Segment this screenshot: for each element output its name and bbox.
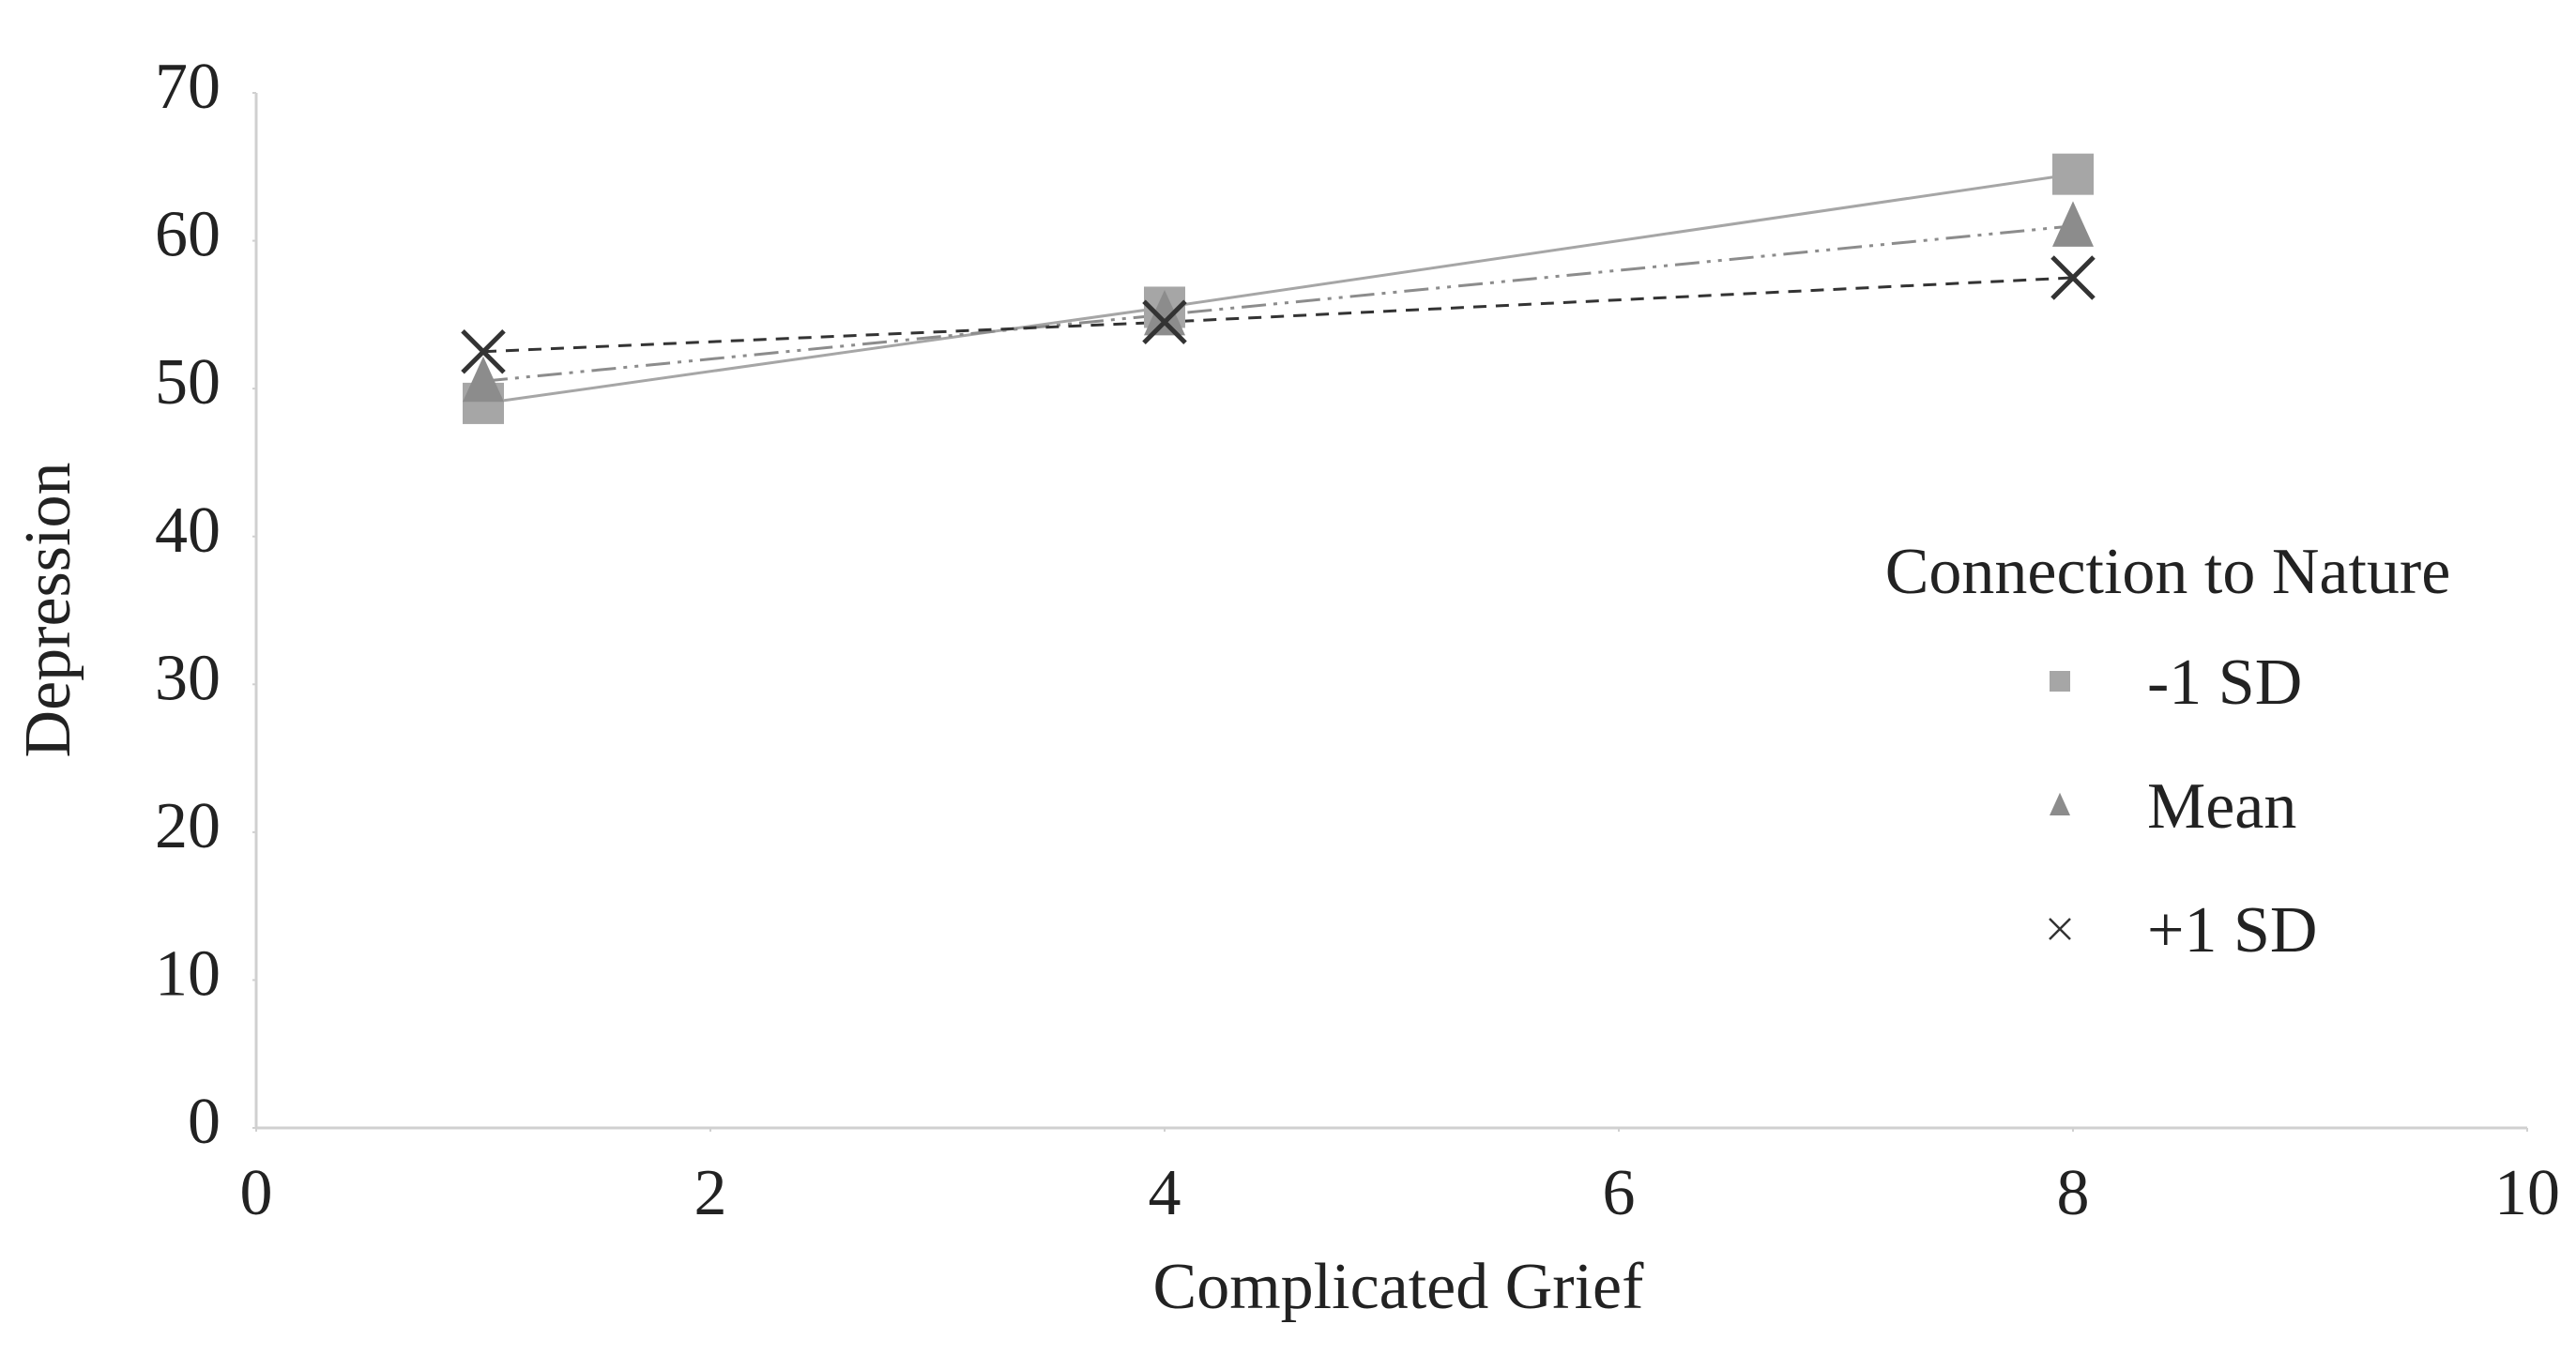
legend-marker: [2049, 918, 2071, 940]
y-tick-label: 30: [155, 642, 221, 714]
y-tick-label: 50: [155, 346, 221, 419]
x-axis-title: Complicated Grief: [1153, 1251, 1645, 1323]
legend-label: +1 SD: [2147, 894, 2317, 967]
x-tick-label: 8: [2057, 1157, 2090, 1229]
data-point: [1142, 299, 1187, 345]
y-tick-label: 40: [155, 495, 221, 567]
data-point: [1144, 289, 1185, 336]
x-tick-label: 0: [240, 1157, 273, 1229]
x-tick-label: 6: [1603, 1157, 1636, 1229]
y-axis-title: Depression: [12, 463, 84, 758]
legend-title: Connection to Nature: [1885, 536, 2451, 608]
y-tick-label: 60: [155, 199, 221, 271]
data-point: [2050, 255, 2096, 300]
y-tick-label: 10: [155, 937, 221, 1010]
legend-marker: [2050, 671, 2070, 692]
data-point: [2052, 201, 2094, 247]
x-tick-label: 2: [694, 1157, 727, 1229]
y-tick-label: 0: [188, 1086, 221, 1158]
legend-label: Mean: [2147, 770, 2296, 843]
y-tick-label: 20: [155, 790, 221, 862]
x-tick-label: 10: [2494, 1157, 2560, 1229]
series-line: [482, 276, 2074, 354]
series-line: [482, 224, 2074, 383]
data-point: [2052, 153, 2094, 195]
y-tick-label: 70: [155, 51, 221, 123]
data-point: [461, 328, 506, 374]
data-point: [463, 356, 504, 403]
legend-marker: [2050, 792, 2070, 815]
legend-label: -1 SD: [2147, 647, 2302, 719]
x-tick-label: 4: [1149, 1157, 1181, 1229]
